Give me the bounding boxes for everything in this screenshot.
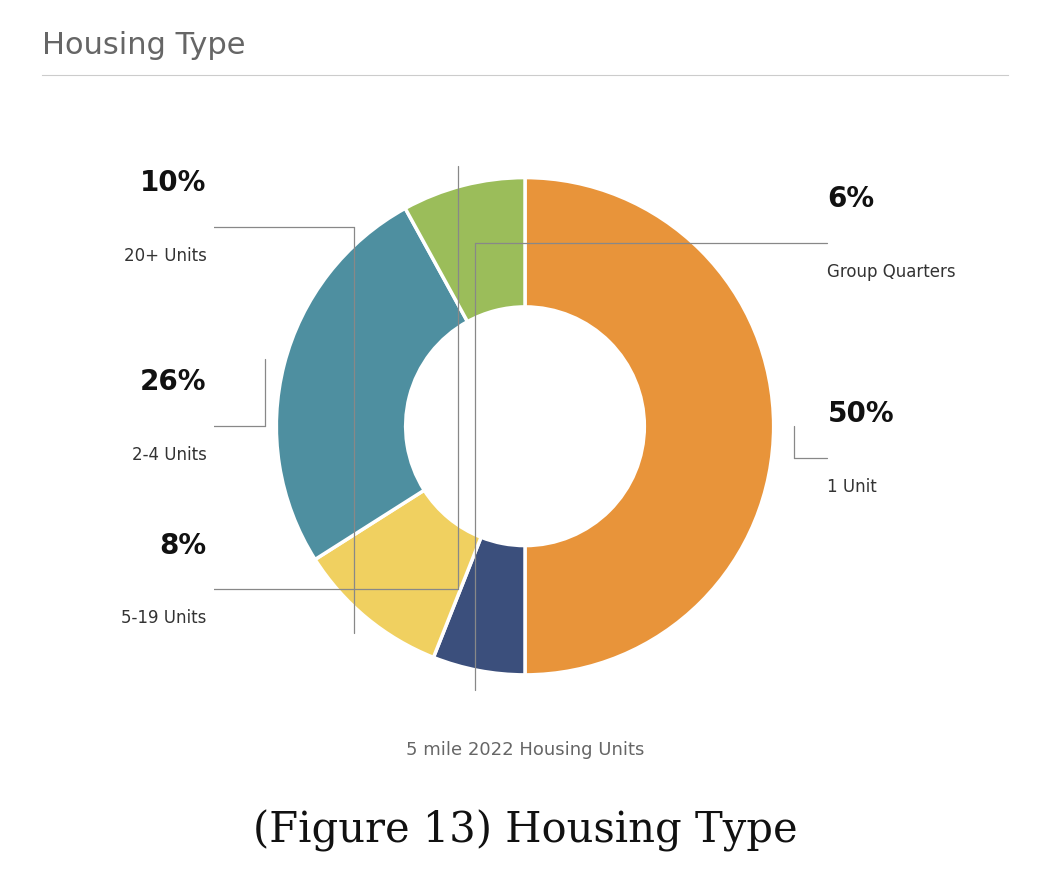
Text: 26%: 26%	[141, 369, 207, 396]
Text: 10%: 10%	[141, 170, 207, 197]
Wedge shape	[315, 490, 481, 657]
Text: 8%: 8%	[160, 532, 207, 559]
Text: 2-4 Units: 2-4 Units	[132, 446, 207, 464]
Text: 6%: 6%	[827, 186, 875, 213]
Text: (Figure 13) Housing Type: (Figure 13) Housing Type	[253, 810, 797, 852]
Wedge shape	[276, 209, 467, 559]
Text: 5-19 Units: 5-19 Units	[122, 609, 207, 627]
Wedge shape	[434, 537, 525, 675]
Text: 50%: 50%	[827, 400, 894, 428]
Text: 1 Unit: 1 Unit	[827, 478, 877, 496]
Text: 20+ Units: 20+ Units	[124, 247, 207, 266]
Text: 5 mile 2022 Housing Units: 5 mile 2022 Housing Units	[405, 741, 645, 759]
Text: Group Quarters: Group Quarters	[827, 263, 956, 281]
Wedge shape	[405, 178, 525, 321]
Text: Housing Type: Housing Type	[42, 31, 246, 60]
Wedge shape	[525, 178, 774, 675]
